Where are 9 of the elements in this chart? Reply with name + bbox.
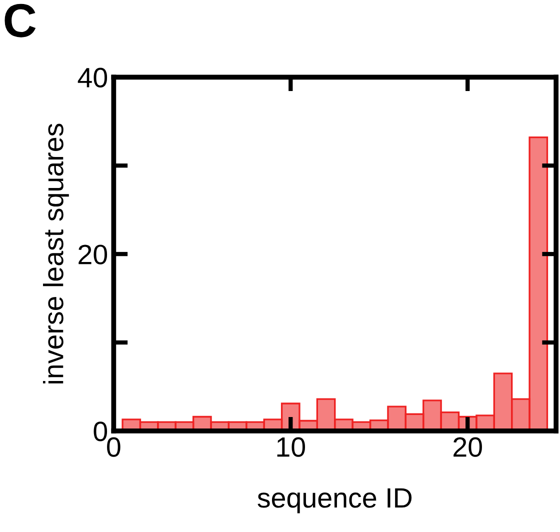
x-axis-title: sequence ID bbox=[258, 488, 412, 514]
x-tick-label: 0 bbox=[107, 437, 120, 457]
y-axis-title: inverse least squares bbox=[43, 124, 69, 384]
x-tick-label: 10 bbox=[277, 437, 306, 457]
y-tick-label: 40 bbox=[78, 68, 108, 88]
x-tick-label: 20 bbox=[454, 437, 482, 457]
chart-title: C bbox=[4, 4, 36, 38]
y-tick-label: 0 bbox=[94, 422, 108, 442]
y-tick-label: 20 bbox=[78, 244, 108, 264]
